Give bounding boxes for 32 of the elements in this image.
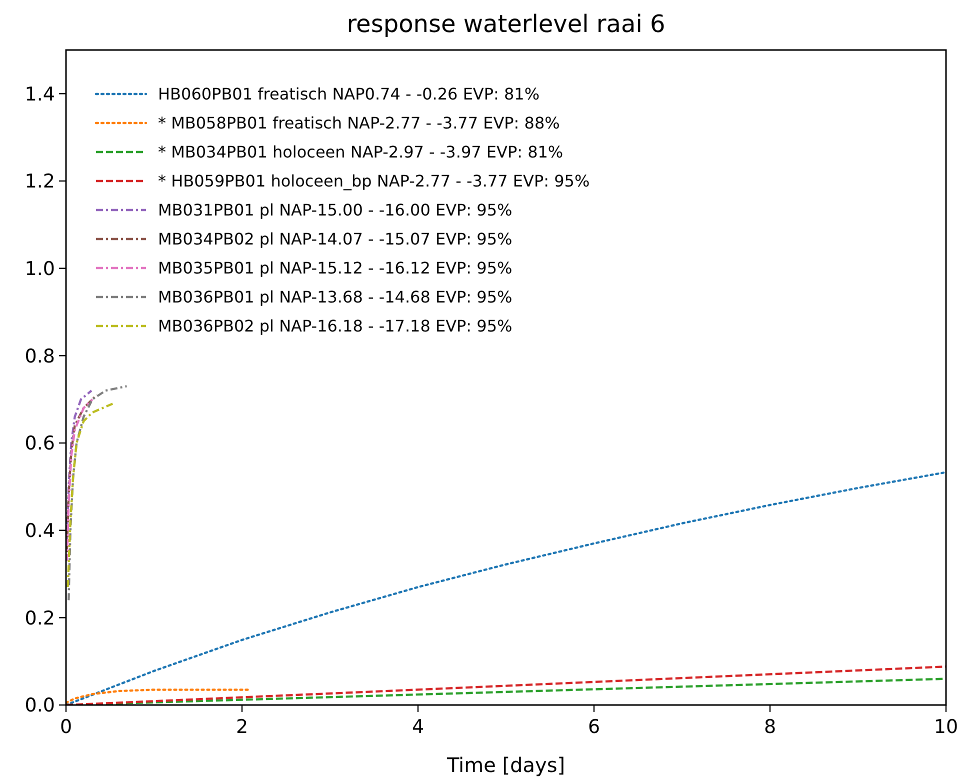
x-tick-label: 0 (60, 716, 72, 738)
y-tick-label: 0.4 (24, 520, 55, 542)
line-series (66, 390, 93, 540)
x-tick-label: 10 (934, 716, 958, 738)
legend-label: * MB058PB01 freatisch NAP-2.77 - -3.77 EVP: 88% (158, 114, 560, 133)
legend-label: * MB034PB01 holoceen NAP-2.97 - -3.97 EVP: 81% (158, 142, 564, 162)
y-tick-label: 1.0 (24, 258, 55, 280)
line-series (66, 471, 946, 705)
legend-label: HB060PB01 freatisch NAP0.74 - -0.26 EVP: 81% (158, 84, 540, 104)
y-tick-label: 0.8 (24, 345, 55, 368)
line-series (66, 402, 114, 588)
x-axis-title: Time [days] (446, 753, 566, 777)
y-tick-label: 1.4 (24, 83, 55, 106)
line-series (66, 665, 946, 705)
line-series (66, 688, 252, 704)
y-tick-label: 1.2 (24, 170, 55, 193)
legend-label: MB031PB01 pl NAP-15.00 - -16.00 EVP: 95% (158, 200, 512, 220)
y-tick-label: 0.0 (24, 694, 55, 717)
chart-title: response waterlevel raai 6 (346, 10, 666, 38)
legend-label: * HB059PB01 holoceen_bp NAP-2.77 - -3.77 EVP: 95% (158, 172, 590, 191)
line-series (66, 398, 94, 562)
x-tick-label: 4 (412, 716, 424, 738)
line-series (68, 385, 128, 602)
y-tick-label: 0.2 (24, 607, 55, 630)
y-tick-label: 0.6 (24, 432, 55, 455)
x-tick-label: 6 (588, 716, 600, 738)
x-tick-label: 2 (236, 716, 248, 738)
legend-label: MB036PB01 pl NAP-13.68 - -14.68 EVP: 95% (158, 288, 512, 307)
legend-label: MB035PB01 pl NAP-15.12 - -16.12 EVP: 95% (158, 258, 512, 278)
legend-label: MB034PB02 pl NAP-14.07 - -15.07 EVP: 95% (158, 230, 512, 249)
legend-label: MB036PB02 pl NAP-16.18 - -17.18 EVP: 95% (158, 316, 512, 336)
x-tick-label: 8 (764, 716, 776, 738)
